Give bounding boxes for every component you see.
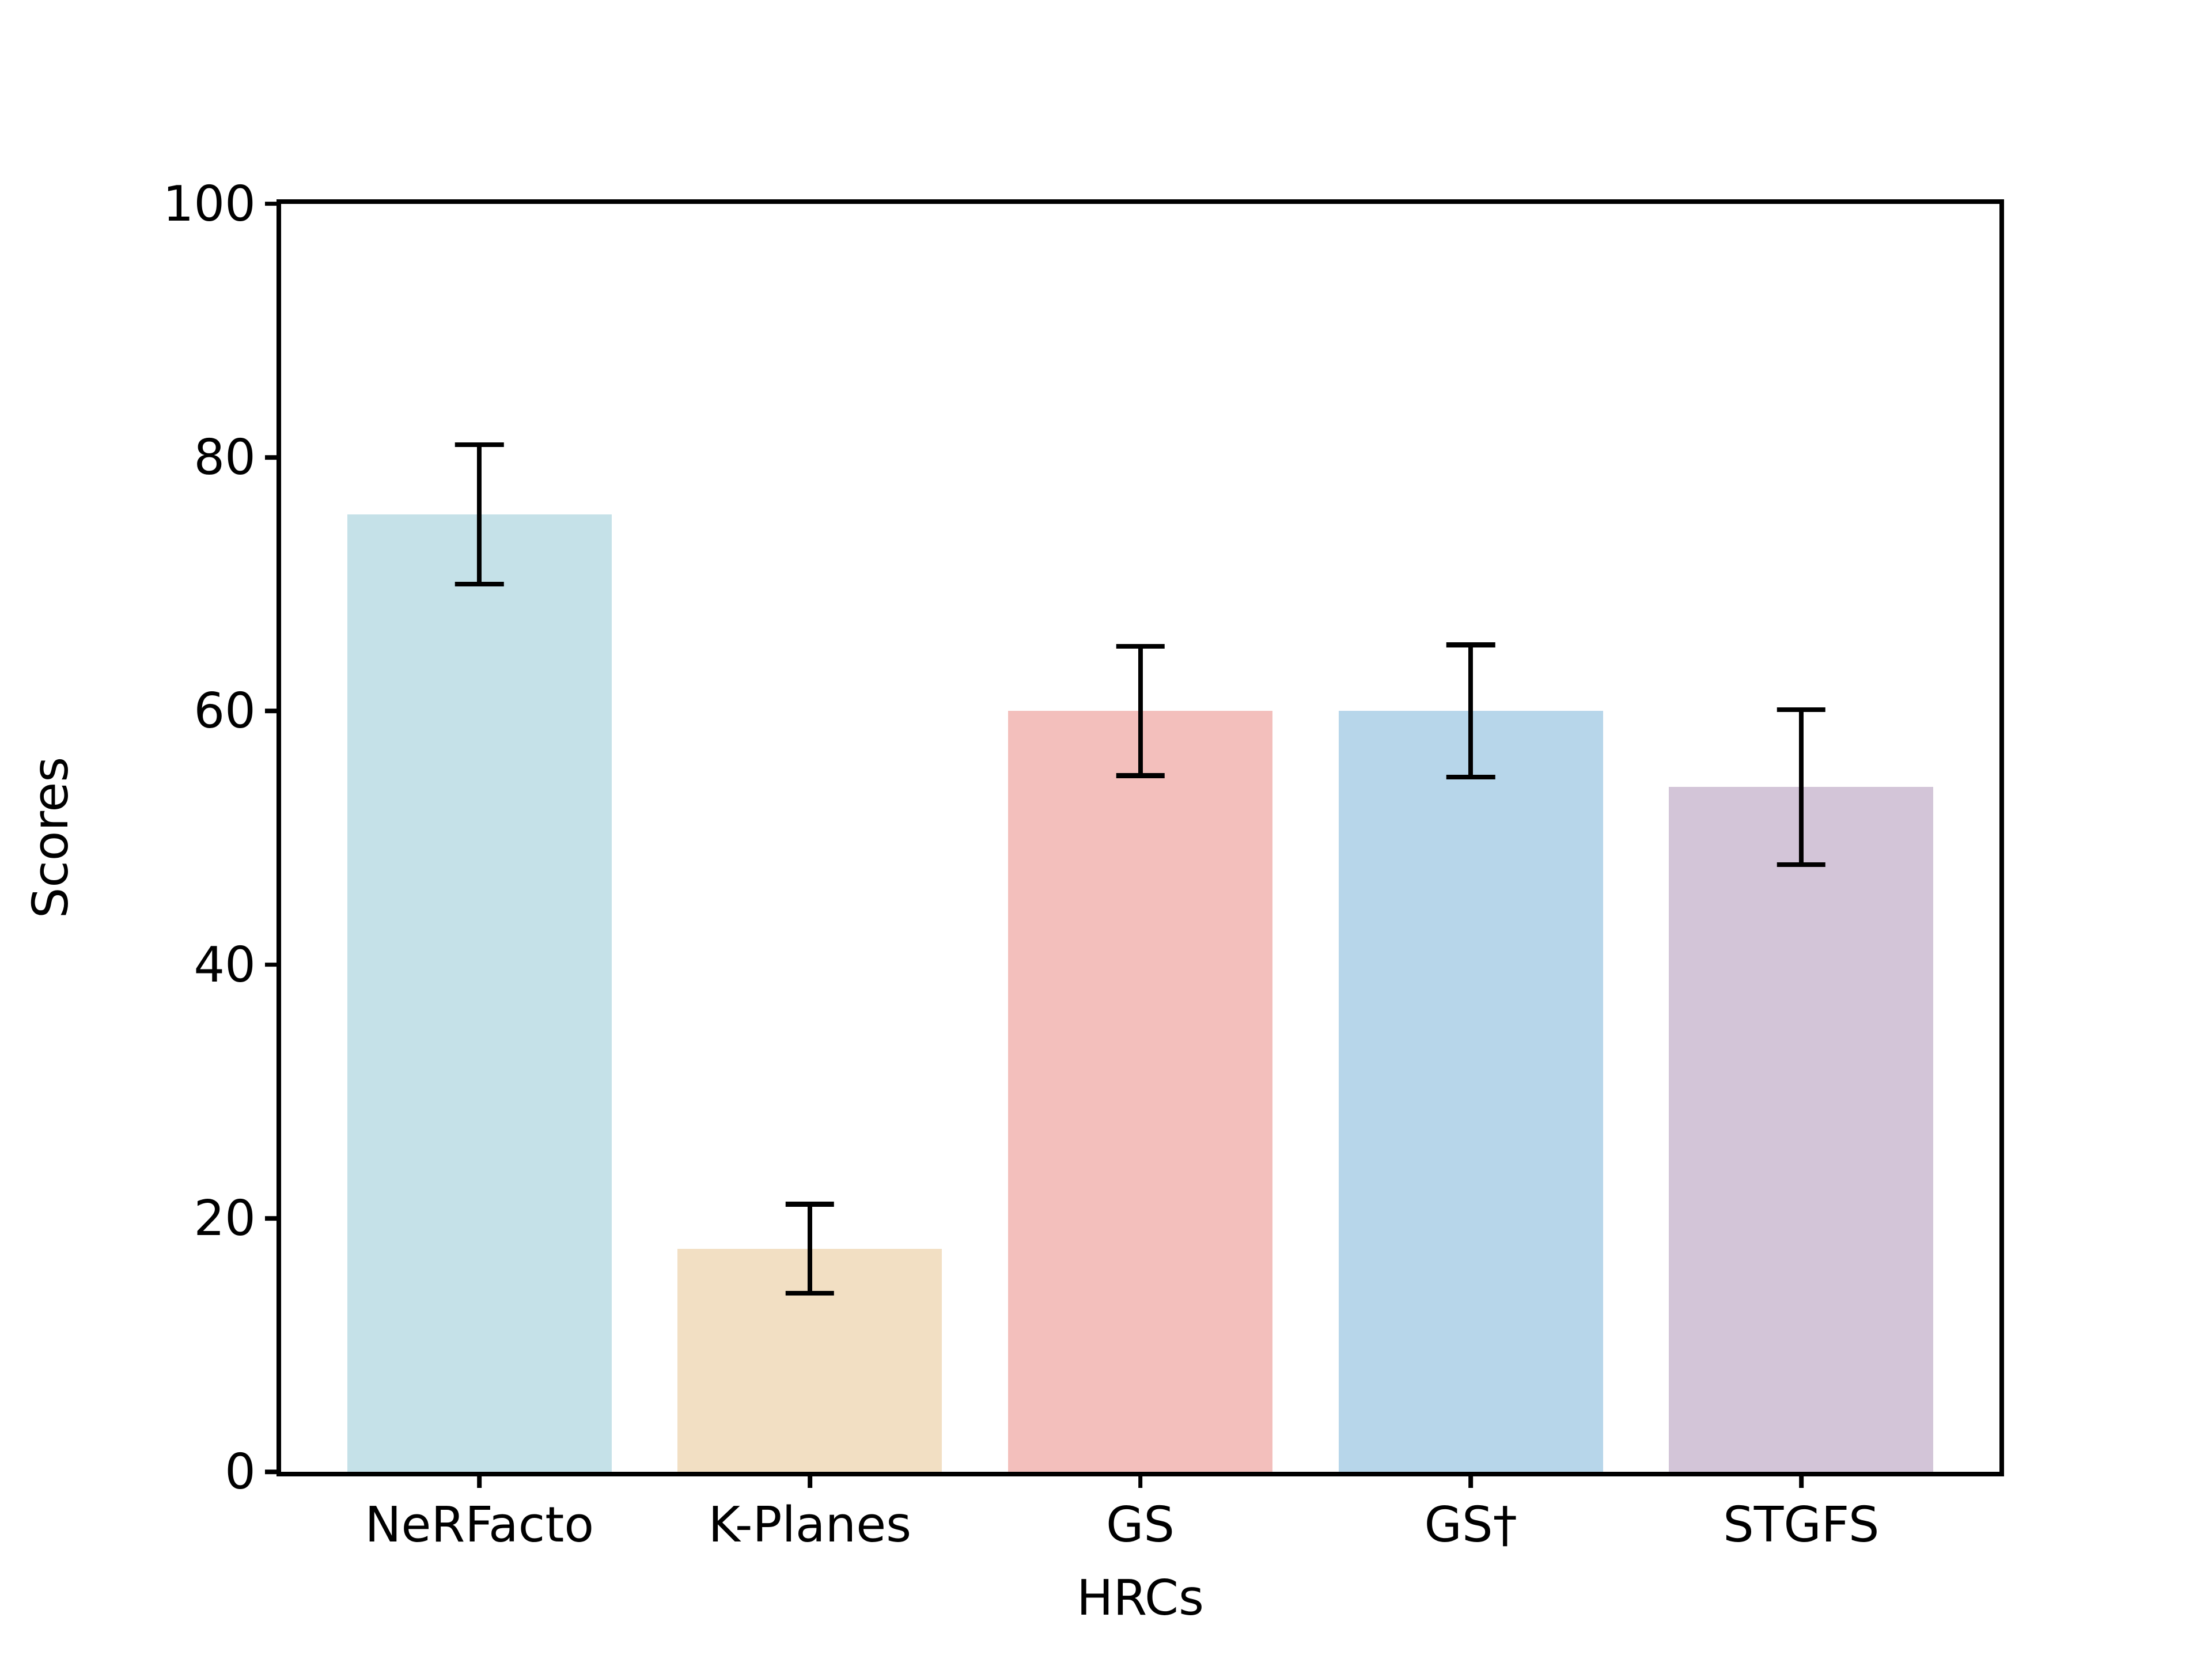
x-tick-mark-k-planes xyxy=(808,1472,812,1488)
error-bar-cap-bottom xyxy=(454,582,504,587)
error-bar-cap-bottom xyxy=(1446,774,1495,780)
error-bar-nerfacto xyxy=(454,442,504,587)
bar-nerfacto xyxy=(347,514,612,1472)
x-tick-mark-gs xyxy=(1138,1472,1143,1488)
error-bar-stem xyxy=(1138,643,1143,778)
y-tick-label-40: 40 xyxy=(194,936,256,993)
y-tick-mark-20 xyxy=(264,1216,281,1221)
bar-gs xyxy=(1008,711,1272,1472)
y-tick-label-100: 100 xyxy=(162,175,256,232)
bar-stgfs xyxy=(1669,787,1934,1472)
y-tick-mark-40 xyxy=(264,962,281,967)
plot-area: HRCs NeRFacto K-Planes GS GS† STGFS 0 20 40 60 80… xyxy=(163,179,2005,1622)
x-tick-mark-gs xyxy=(1468,1472,1474,1488)
error-bar-cap-top xyxy=(785,1202,835,1207)
y-tick-label-20: 20 xyxy=(194,1190,256,1247)
y-tick-mark-80 xyxy=(264,455,281,460)
x-tick-label-gs: GS† xyxy=(1424,1497,1517,1554)
error-bar-stem xyxy=(807,1202,812,1296)
error-bar-stem xyxy=(1468,642,1474,780)
error-bar-stem xyxy=(1798,707,1804,868)
error-bar-cap-top xyxy=(454,442,504,447)
x-tick-label-gs: GS xyxy=(1105,1497,1175,1554)
error-bar-stgfs xyxy=(1777,707,1826,868)
x-tick-label-k-planes: K-Planes xyxy=(708,1497,912,1554)
error-bar-cap-top xyxy=(1446,642,1495,647)
y-tick-label-60: 60 xyxy=(194,682,256,739)
error-bar-cap-bottom xyxy=(1777,862,1826,868)
y-tick-mark-100 xyxy=(264,201,281,206)
error-bar-gs xyxy=(1446,642,1495,780)
y-tick-mark-60 xyxy=(264,709,281,714)
error-bar-k-planes xyxy=(785,1202,835,1296)
y-tick-mark-0 xyxy=(264,1469,281,1475)
error-bar-cap-bottom xyxy=(1116,773,1165,778)
error-bar-cap-top xyxy=(1777,707,1826,713)
x-tick-mark-stgfs xyxy=(1798,1472,1804,1488)
error-bar-cap-top xyxy=(1116,643,1165,649)
error-bar-gs xyxy=(1116,643,1165,778)
error-bar-cap-bottom xyxy=(785,1290,835,1296)
x-tick-mark-nerfacto xyxy=(477,1472,482,1488)
x-tick-label-nerfacto: NeRFacto xyxy=(365,1497,594,1554)
y-axis-label: Scores xyxy=(22,757,79,919)
x-axis-label: HRCs xyxy=(1077,1569,1205,1626)
y-tick-label-80: 80 xyxy=(194,429,256,486)
bar-gs xyxy=(1338,711,1603,1472)
x-tick-label-stgfs: STGFS xyxy=(1723,1497,1880,1554)
y-tick-label-0: 0 xyxy=(225,1443,256,1500)
error-bar-stem xyxy=(477,442,482,587)
